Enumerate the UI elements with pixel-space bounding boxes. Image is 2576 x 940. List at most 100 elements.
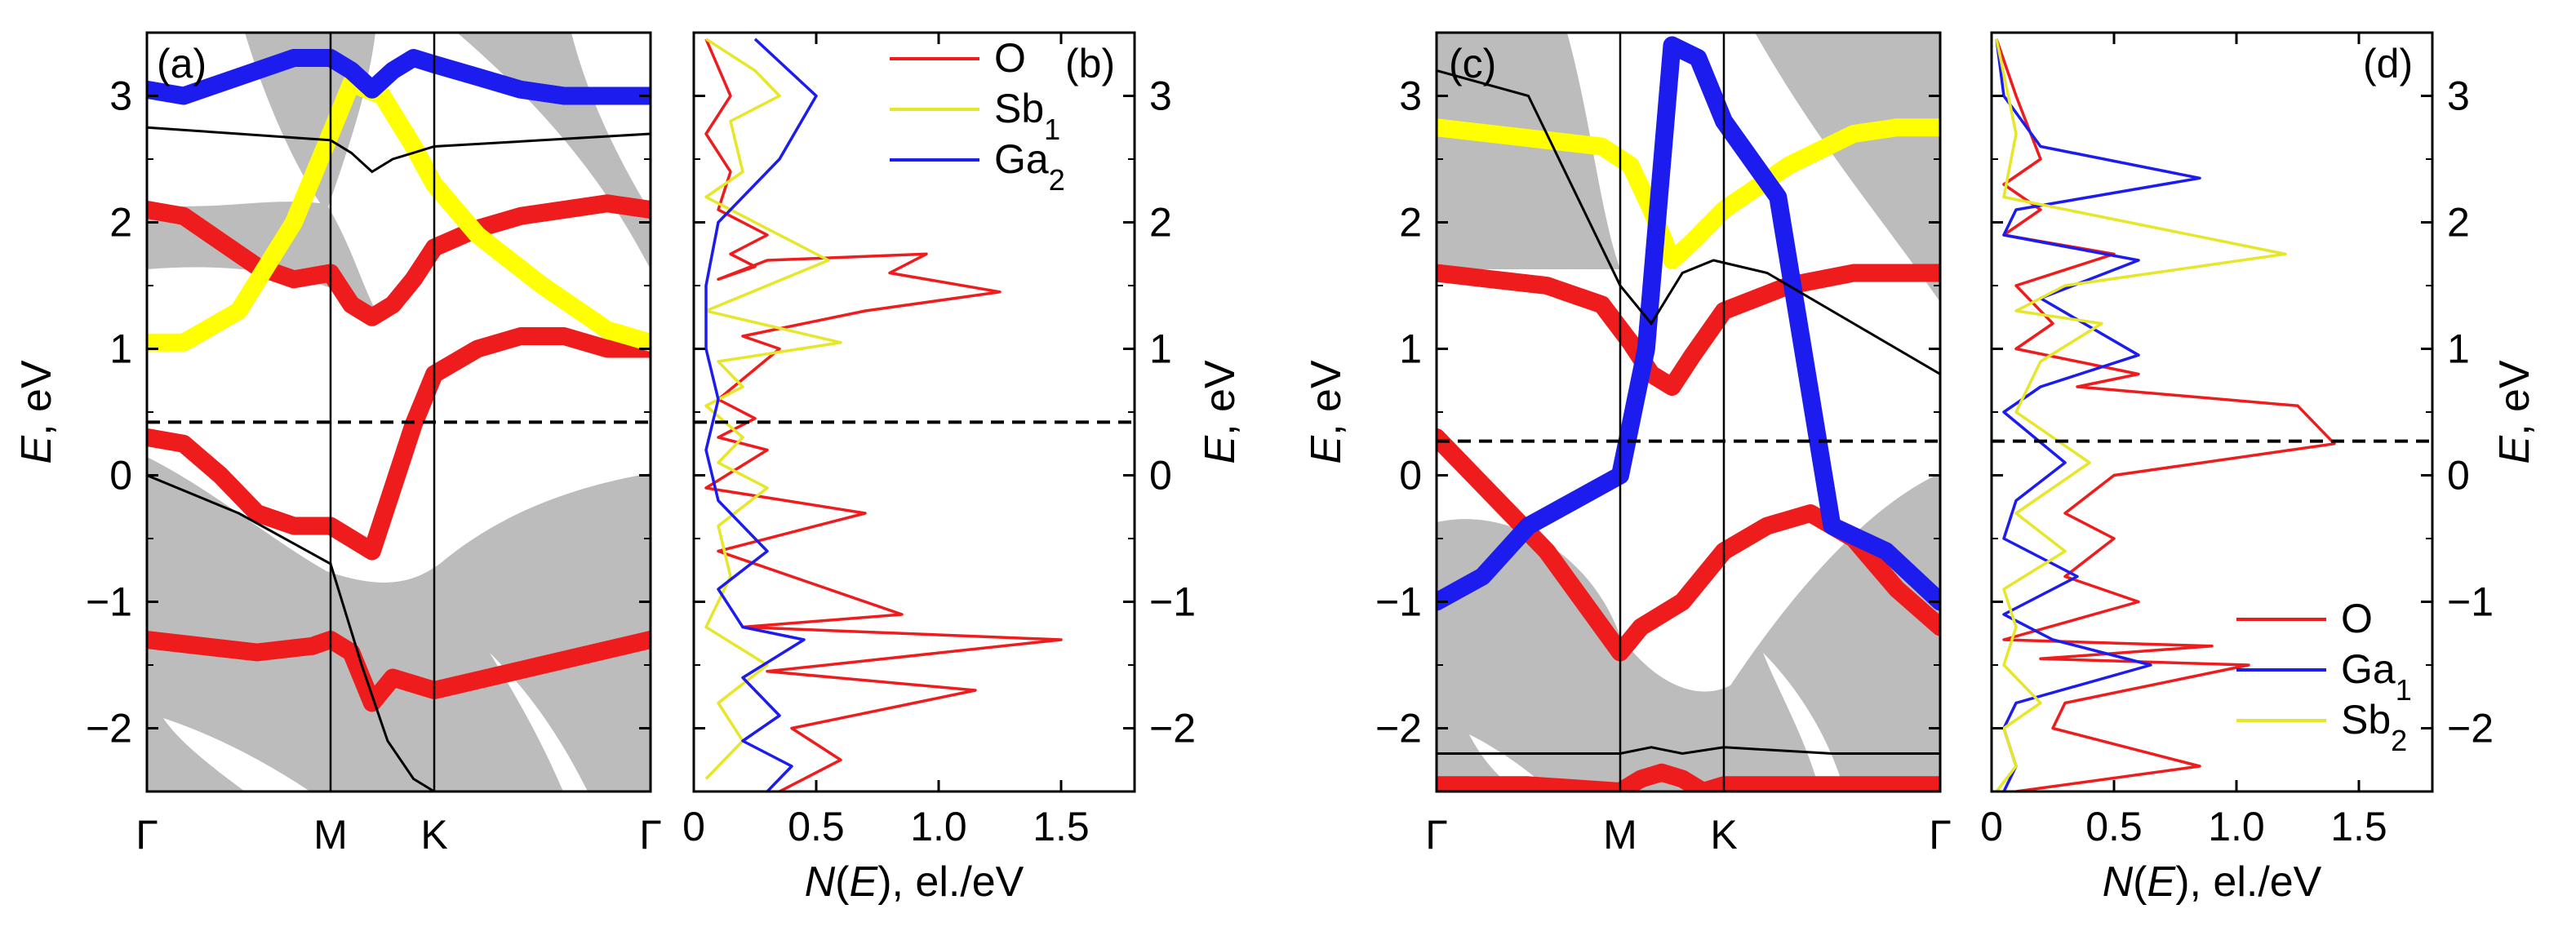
- panel-d-series: [1995, 38, 2336, 791]
- band-point: [470, 228, 485, 242]
- panel-a-plot-area: [147, 33, 651, 791]
- band-point: [304, 638, 320, 654]
- band-point: [406, 51, 421, 65]
- y-tick-label: −2: [86, 706, 132, 752]
- legend-label-sb1: Sb1: [994, 86, 1060, 146]
- dos-curve-ga1: [1995, 38, 2201, 791]
- band-point: [1803, 506, 1818, 521]
- panel-d-y-ticks-right: −2 −1 0 1 2 3: [1992, 32, 2494, 792]
- band-point: [250, 506, 264, 521]
- band-projection-ga2-band: [147, 49, 651, 105]
- band-point: [1675, 594, 1690, 610]
- panel-b-x-axis-title: N(E), el./eV: [805, 858, 1024, 906]
- band-point: [1503, 506, 1517, 521]
- band-point: [1623, 157, 1638, 173]
- band-point: [1576, 594, 1591, 610]
- band-point: [1846, 265, 1861, 281]
- y-tick-label: 1: [109, 326, 132, 372]
- band-line-other-band-1: [147, 126, 651, 174]
- x-tick-label: 0: [682, 804, 705, 849]
- band-point: [385, 297, 401, 313]
- band-point: [286, 215, 301, 230]
- band-point: [147, 632, 154, 647]
- band-point: [213, 468, 228, 483]
- y-tick-label: 0: [1399, 453, 1422, 499]
- y-tick-label: 3: [1399, 73, 1422, 119]
- band-point: [1638, 341, 1654, 357]
- band-point: [1475, 569, 1490, 584]
- band-projection-o-band-upper-: [147, 194, 651, 326]
- y-tick-label: −1: [2447, 579, 2494, 625]
- band-point: [344, 63, 359, 78]
- legend-label-sb2: Sb2: [2341, 697, 2407, 757]
- band-point: [385, 670, 401, 685]
- band-projection-o-band-lower-: [147, 327, 651, 561]
- y-tick-label: 1: [2447, 326, 2470, 372]
- band-point: [213, 233, 228, 249]
- band-point: [1664, 38, 1680, 53]
- y-tick-label: −2: [1375, 706, 1422, 752]
- panel-c-y-ticks: −2 −1 0 1 2 3: [1375, 32, 1940, 792]
- panel-a-y-axis-title: E, eV: [13, 360, 60, 464]
- panel-b-x-ticks: 0 0.5 1.0 1.5: [682, 33, 1090, 849]
- dos-curve-o: [704, 38, 1063, 791]
- x-tick-label: M: [313, 812, 348, 858]
- band-point: [1846, 126, 1861, 141]
- band-point: [1890, 582, 1904, 596]
- x-tick-label: 1.0: [2208, 804, 2265, 849]
- band-point: [643, 202, 651, 217]
- x-tick-label: 1.5: [1033, 804, 1090, 849]
- band-point: [176, 436, 191, 451]
- band-point: [286, 272, 301, 287]
- x-tick-label: Γ: [135, 812, 158, 858]
- band-point: [1690, 51, 1706, 65]
- x-tick-label: 0.5: [788, 804, 845, 849]
- band-point: [176, 208, 191, 224]
- band-point: [1654, 765, 1669, 780]
- legend-label-ga1: Ga1: [2341, 646, 2412, 707]
- band-point: [643, 335, 651, 350]
- band-point: [1623, 335, 1638, 350]
- y-tick-label: 3: [1149, 73, 1172, 119]
- band-point: [406, 417, 421, 432]
- band-point: [344, 531, 359, 546]
- panel-a-series: [147, 49, 651, 791]
- band-point: [406, 139, 421, 154]
- x-tick-label: Γ: [639, 812, 662, 858]
- band-point: [385, 63, 401, 78]
- y-tick-label: 0: [109, 453, 132, 499]
- band-point: [1484, 272, 1499, 287]
- band-point: [1539, 278, 1554, 293]
- band-point: [1685, 348, 1700, 363]
- band-point: [1933, 619, 1940, 635]
- y-tick-label: −2: [2447, 706, 2494, 752]
- band-point: [1654, 607, 1669, 622]
- band-point: [513, 82, 528, 97]
- y-tick-label: 2: [1399, 200, 1422, 246]
- y-tick-label: 1: [1399, 326, 1422, 372]
- band-point: [1890, 120, 1904, 135]
- y-tick-label: −1: [1375, 579, 1422, 625]
- legend-label-ga2: Ga2: [994, 136, 1065, 197]
- panel-a-band-structure: (a) −2 −1 0 1 2 3 Γ M K Γ E, eV: [13, 31, 662, 858]
- panel-c-plot-area: [1437, 33, 1940, 791]
- band-point: [1933, 778, 1940, 791]
- panel-a-white-gaps: [163, 653, 588, 791]
- band-point: [286, 518, 301, 534]
- x-tick-label: 0: [1980, 804, 2003, 849]
- panel-b-y-axis-title: E, eV: [1197, 360, 1244, 464]
- band-point: [513, 329, 528, 344]
- band-point: [1664, 253, 1680, 268]
- band-point: [470, 341, 485, 357]
- band-point: [1760, 518, 1774, 534]
- band-point: [600, 196, 615, 211]
- band-point: [147, 335, 154, 350]
- band-point: [557, 202, 571, 217]
- band-point: [1770, 189, 1786, 205]
- band-point: [1933, 265, 1940, 281]
